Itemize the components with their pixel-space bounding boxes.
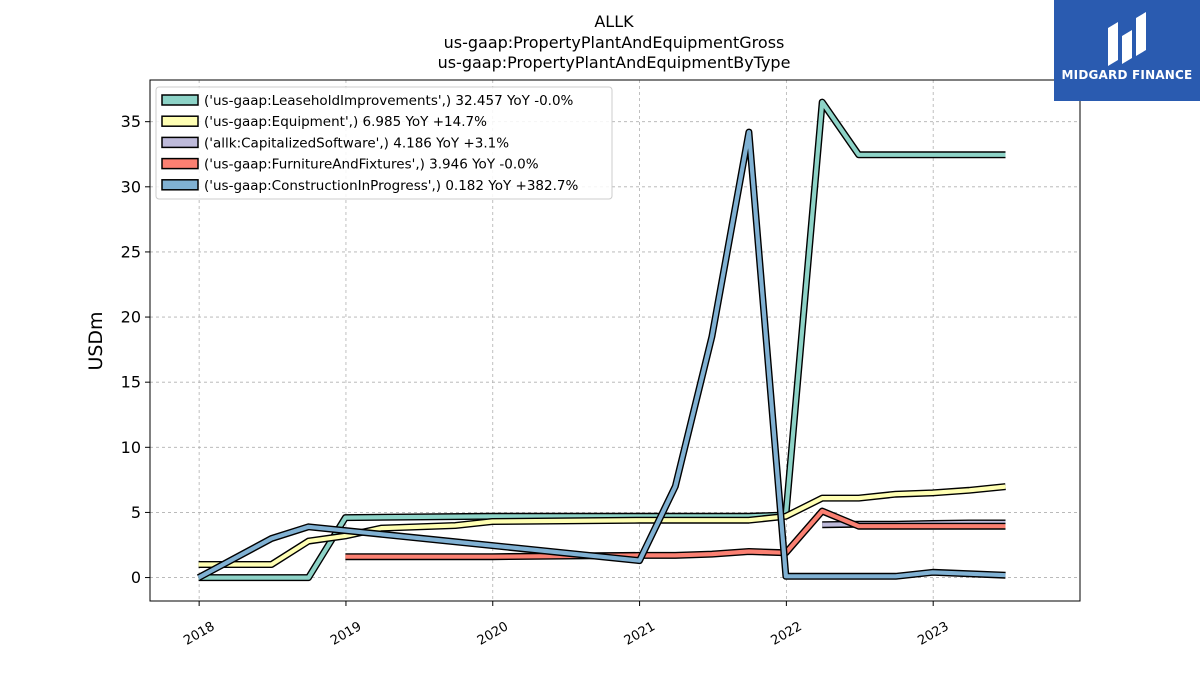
- y-tick-label: 10: [121, 438, 141, 457]
- series-line-1: [198, 484, 1006, 567]
- y-tick-label: 5: [131, 503, 141, 522]
- legend-box: [155, 86, 613, 200]
- y-axis: 0 5 10 15 20 25 30 35: [121, 112, 150, 587]
- series-line-0: [198, 99, 1006, 580]
- x-tick-label: 2021: [622, 619, 658, 649]
- legend-swatch-0: [161, 94, 199, 106]
- chart-title: ALLK us-gaap:PropertyPlantAndEquipmentGr…: [438, 12, 791, 72]
- legend-label-0: ('us-gaap:LeaseholdImprovements',) 32.45…: [204, 93, 574, 109]
- logo-text: MIDGARD FINANCE: [1061, 68, 1193, 82]
- y-tick-label: 25: [121, 242, 141, 261]
- y-tick-label: 30: [121, 177, 141, 196]
- plot-area: [149, 79, 1081, 602]
- y-tick-label: 0: [131, 568, 141, 587]
- chart-title-line-3: us-gaap:PropertyPlantAndEquipmentByType: [438, 53, 791, 72]
- logo-mark-icon: [1108, 12, 1146, 66]
- legend-label-3: ('us-gaap:FurnitureAndFixtures',) 3.946 …: [204, 157, 539, 173]
- legend-swatch-3: [161, 157, 199, 170]
- x-tick-label: 2020: [475, 619, 511, 649]
- legend-label-4: ('us-gaap:ConstructionInProgress',) 0.18…: [204, 178, 578, 194]
- y-tick-label: 15: [121, 373, 141, 392]
- legend-swatch-1: [161, 115, 199, 127]
- legend-swatch-4: [161, 179, 199, 191]
- y-tick-label: 35: [121, 112, 141, 131]
- series-lines: [196, 98, 1006, 582]
- legend-label-1: ('us-gaap:Equipment',) 6.985 YoY +14.7%: [204, 114, 487, 130]
- x-tick-label: 2023: [915, 619, 951, 649]
- chart-title-line-2: us-gaap:PropertyPlantAndEquipmentGross: [444, 33, 785, 52]
- midgard-finance-logo: MIDGARD FINANCE: [1054, 0, 1200, 101]
- y-axis-label: USDm: [85, 311, 107, 370]
- chart-title-line-1: ALLK: [594, 12, 634, 31]
- x-tick-label: 2018: [181, 619, 217, 649]
- x-axis: 2018 2019 2020 2021 2022 2023: [181, 601, 952, 649]
- legend-label-2: ('allk:CapitalizedSoftware',) 4.186 YoY …: [204, 135, 509, 151]
- x-tick-label: 2022: [769, 619, 805, 649]
- y-tick-label: 20: [121, 308, 141, 327]
- x-tick-label: 2019: [328, 619, 364, 649]
- series-line-4: [197, 130, 1006, 580]
- legend-swatch-2: [161, 136, 199, 149]
- legend: ('us-gaap:LeaseholdImprovements',) 32.45…: [155, 86, 613, 200]
